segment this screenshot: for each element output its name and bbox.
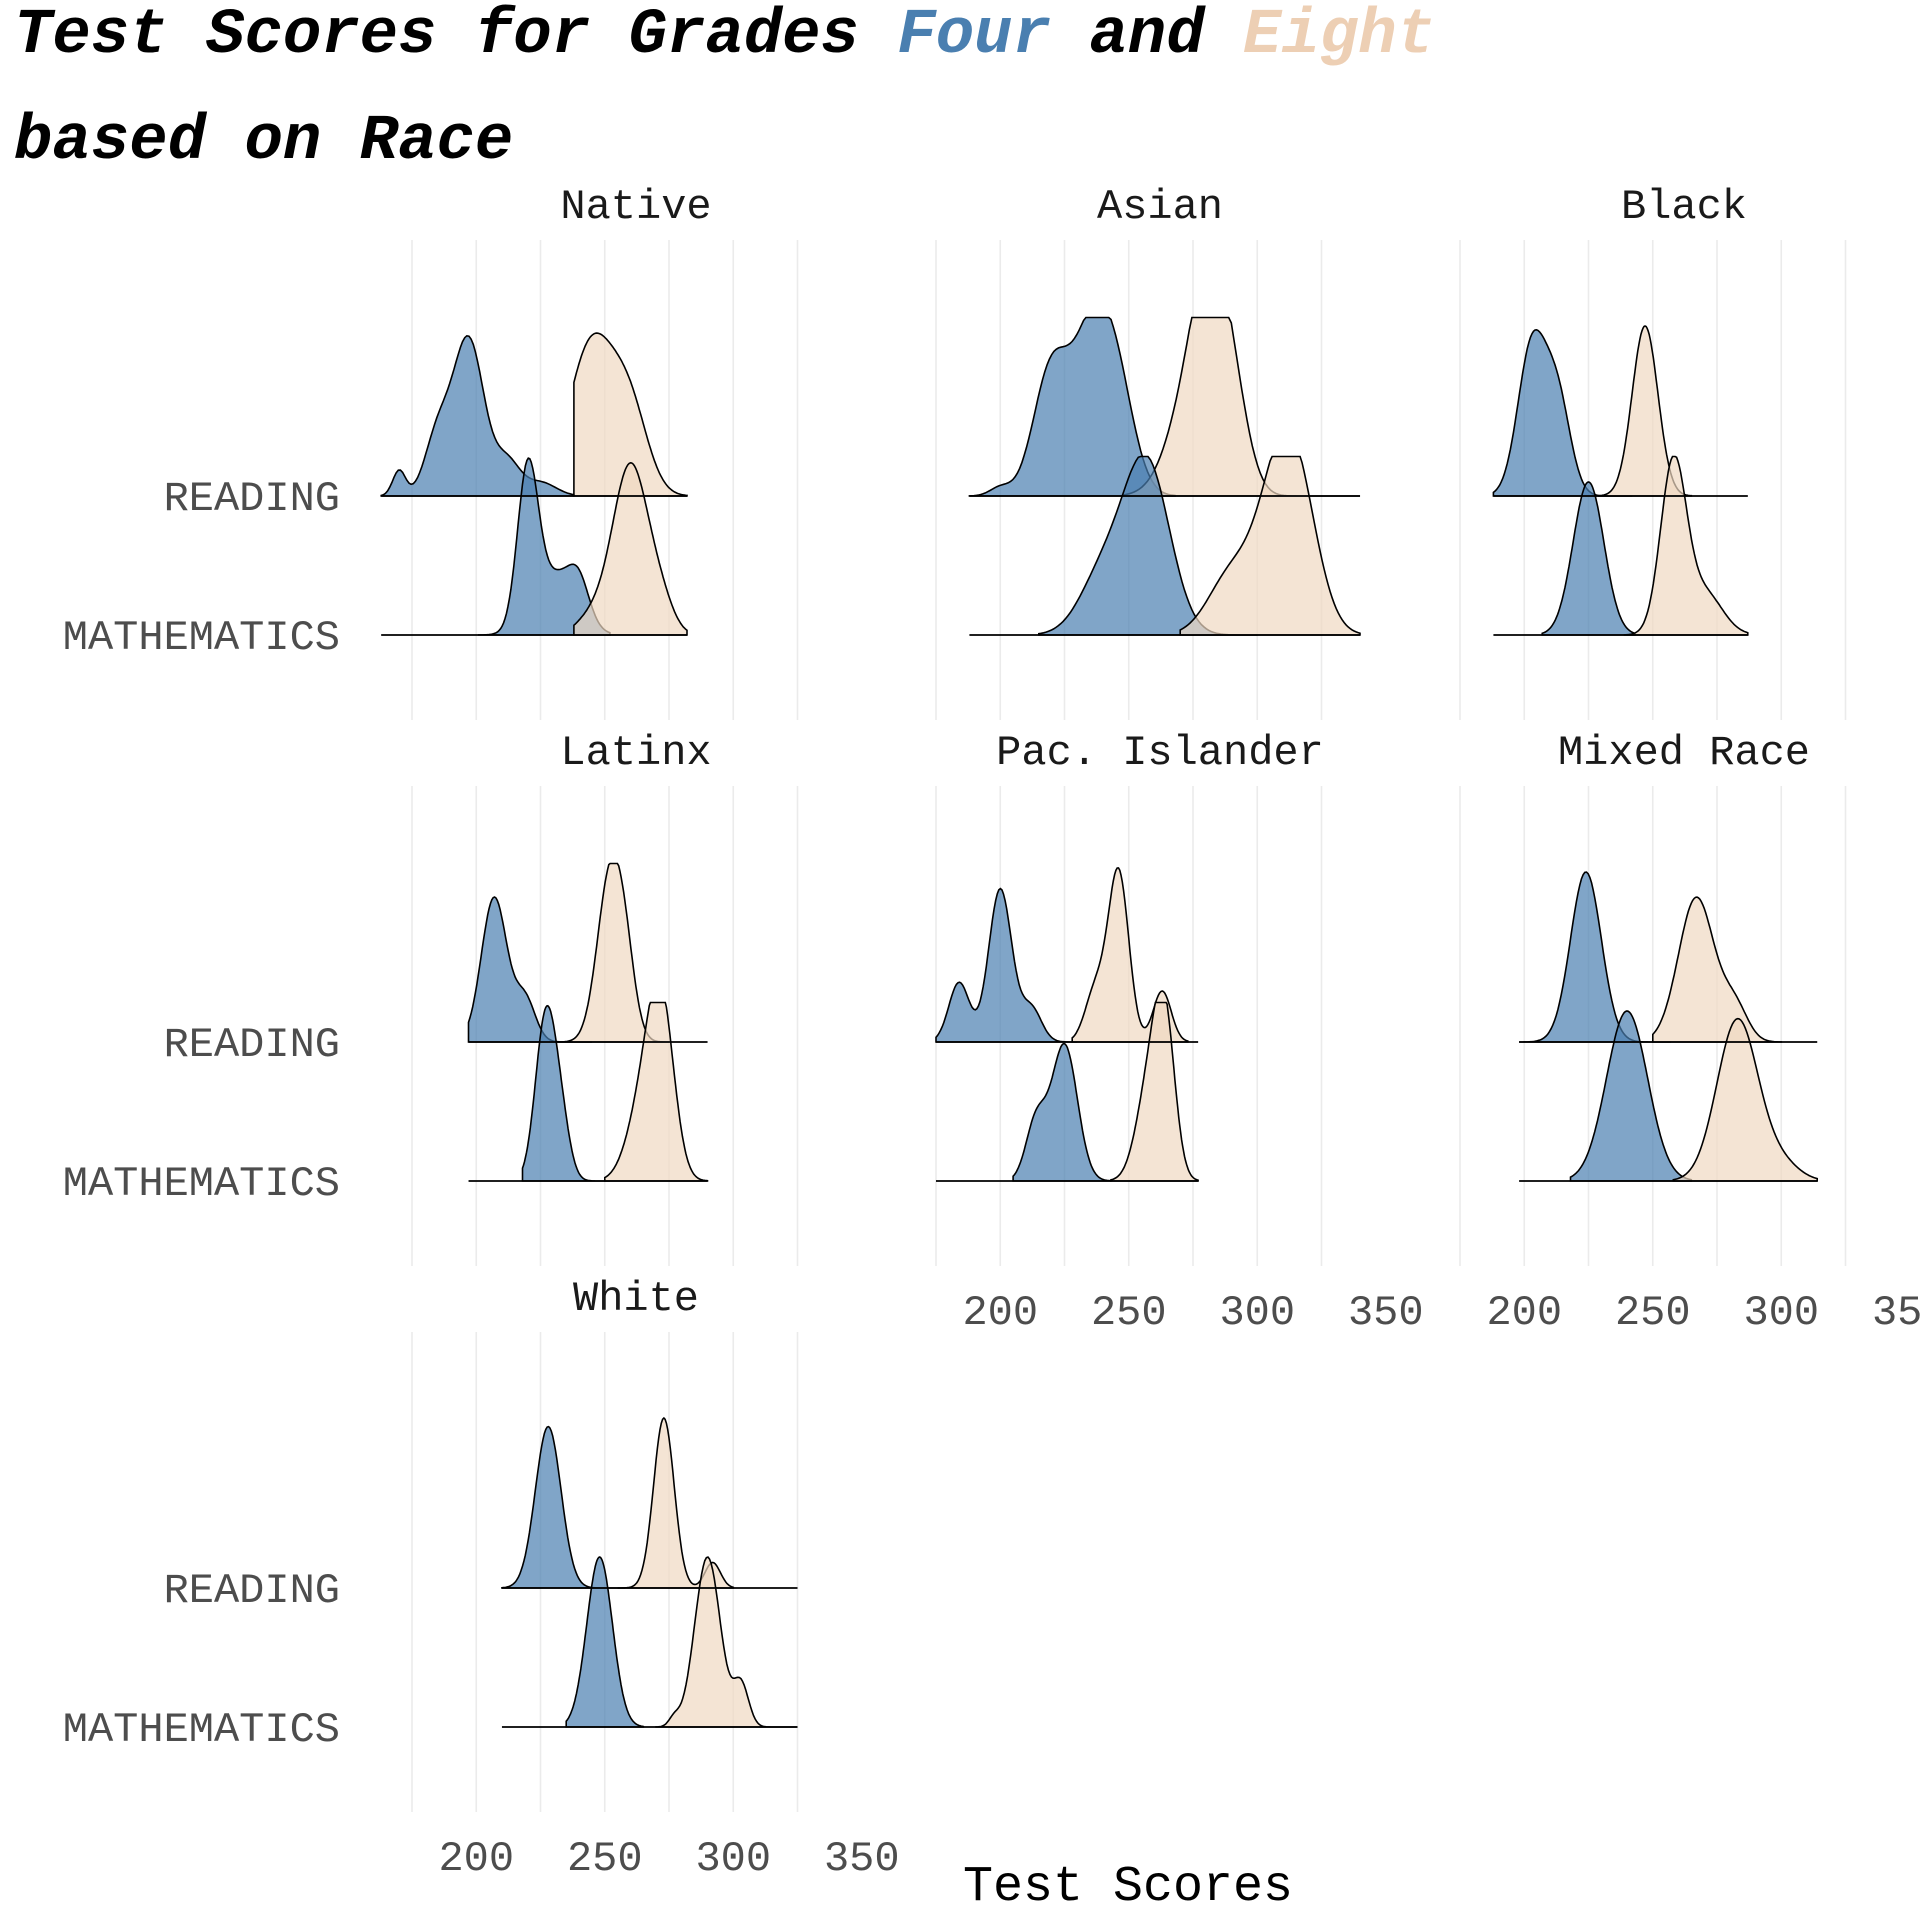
title-text-and: and bbox=[1050, 0, 1243, 72]
title-text-eight: Eight bbox=[1243, 0, 1436, 72]
x-tick-label: 250 bbox=[1091, 1289, 1167, 1337]
x-tick-label: 300 bbox=[695, 1835, 771, 1883]
ridge-mixed-race-mathematics-four bbox=[1569, 1010, 1693, 1182]
ridge-latinx-reading-four bbox=[467, 896, 592, 1043]
ridge-pac-islander-mathematics-four bbox=[1012, 1042, 1112, 1182]
x-axis-title: Test Scores bbox=[963, 1859, 1293, 1916]
row-label-mathematics: MATHEMATICS bbox=[63, 1160, 340, 1208]
chart-title-line-2: based on Race bbox=[14, 106, 514, 178]
title-text-prefix: Test Scores for Grades bbox=[14, 0, 898, 72]
x-tick-label: 250 bbox=[1615, 1289, 1691, 1337]
panel-strip-label: Asian bbox=[1097, 183, 1223, 231]
x-tick-label: 350 bbox=[824, 1835, 900, 1883]
ridge-white-mathematics-four bbox=[565, 1556, 645, 1728]
x-tick-label: 200 bbox=[438, 1835, 514, 1883]
panel-strip-label: Latinx bbox=[560, 729, 711, 777]
ridge-native-mathematics-four bbox=[478, 457, 611, 636]
ridge-white-reading-eight bbox=[617, 1416, 735, 1589]
ridge-pac-islander-mathematics-eight bbox=[1110, 1001, 1199, 1182]
panel-strip-label: Black bbox=[1621, 183, 1747, 231]
ridge-mixed-race-reading-eight bbox=[1652, 896, 1783, 1043]
x-tick-label: 350 bbox=[1872, 1289, 1920, 1337]
panel-strip-label: Native bbox=[560, 183, 711, 231]
ridge-pac-islander-reading-four bbox=[935, 887, 1078, 1043]
x-tick-label: 200 bbox=[1486, 1289, 1562, 1337]
x-tick-label: 200 bbox=[962, 1289, 1038, 1337]
ridge-black-mathematics-eight bbox=[1623, 455, 1749, 636]
ridge-black-mathematics-four bbox=[1541, 481, 1636, 636]
panel-strip-label: Pac. Islander bbox=[996, 729, 1324, 777]
ridge-latinx-mathematics-eight bbox=[604, 1001, 709, 1182]
chart-labels: Native READING MATHEMATICS Asian Black Latinx… bbox=[63, 183, 1920, 1916]
ridges bbox=[380, 316, 1818, 1728]
row-label-mathematics: MATHEMATICS bbox=[63, 614, 340, 662]
ridge-native-reading-eight bbox=[573, 332, 688, 497]
row-label-mathematics: MATHEMATICS bbox=[63, 1706, 340, 1754]
x-tick-label: 300 bbox=[1743, 1289, 1819, 1337]
row-label-reading: READING bbox=[164, 1021, 340, 1069]
ridge-native-mathematics-eight bbox=[573, 461, 688, 636]
row-label-reading: READING bbox=[164, 1567, 340, 1615]
panel-strip-label: Mixed Race bbox=[1558, 729, 1810, 777]
ridge-asian-reading-eight bbox=[1122, 316, 1360, 497]
ridge-white-reading-four bbox=[501, 1425, 626, 1589]
ridge-black-reading-four bbox=[1492, 328, 1633, 497]
row-label-reading: READING bbox=[164, 475, 340, 523]
panel-strip-label: White bbox=[573, 1275, 699, 1323]
x-tick-label: 350 bbox=[1348, 1289, 1424, 1337]
x-tick-label: 250 bbox=[567, 1835, 643, 1883]
title-text-four: Four bbox=[897, 0, 1051, 72]
ridge-mixed-race-reading-four bbox=[1519, 871, 1671, 1043]
ridge-mixed-race-mathematics-eight bbox=[1672, 1017, 1818, 1182]
chart-title-line-1: Test Scores for Grades Four and Eight bbox=[14, 4, 1435, 68]
ridge-pac-islander-reading-eight bbox=[1071, 867, 1189, 1043]
ridge-asian-mathematics-eight bbox=[1179, 455, 1361, 636]
ridge-native-reading-four bbox=[380, 334, 575, 497]
x-tick-label: 300 bbox=[1219, 1289, 1295, 1337]
